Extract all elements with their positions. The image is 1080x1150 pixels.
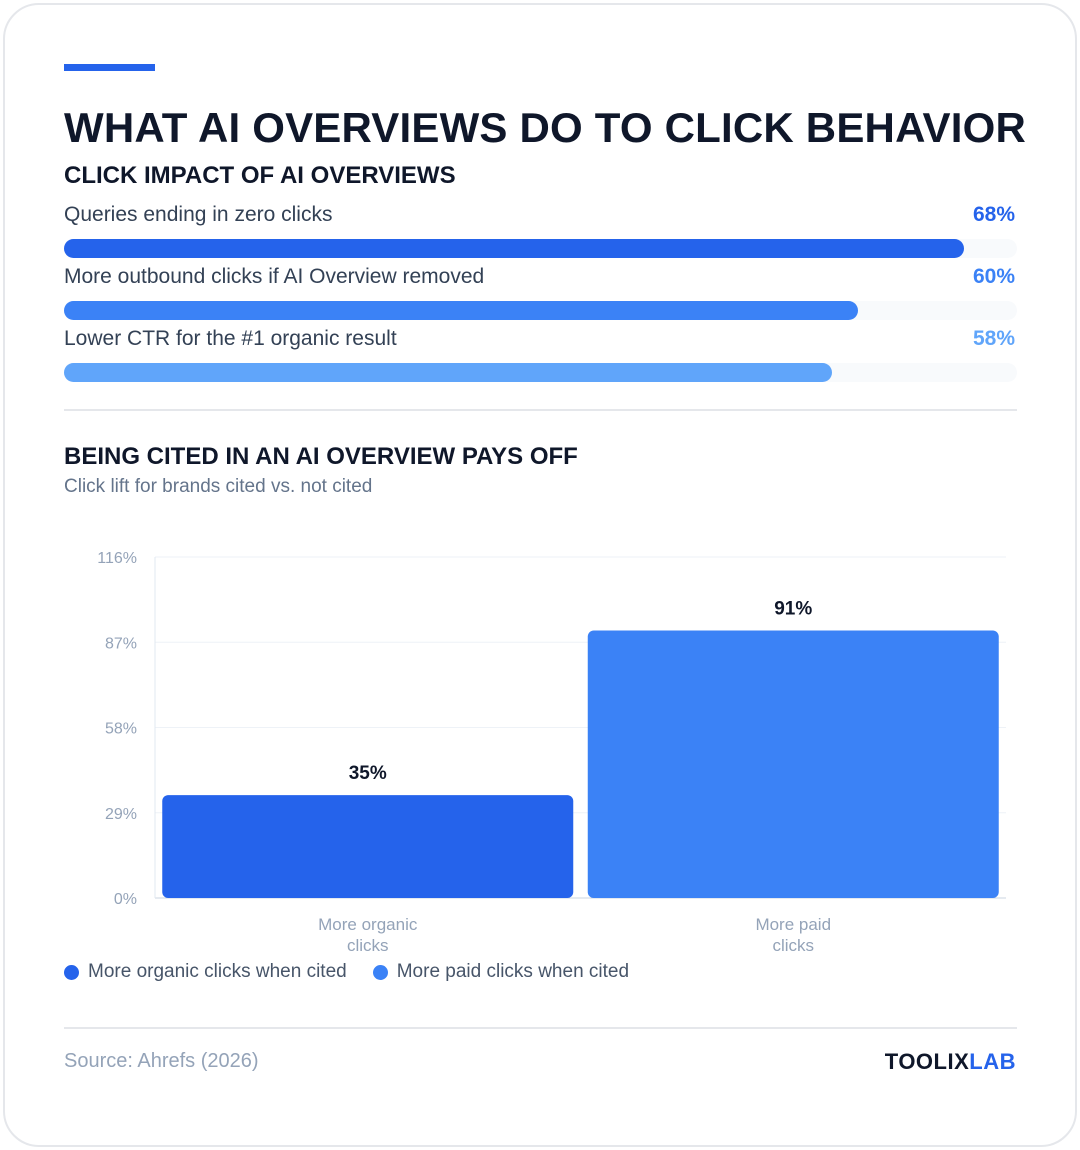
y-tick-label: 0% <box>114 891 137 908</box>
section-title-click-impact: CLICK IMPACT OF AI OVERVIEWS <box>64 162 456 189</box>
chart-labels: 35% More organic clicks 91% More paid clicks <box>318 598 831 955</box>
bar-value-label: 91% <box>774 598 812 619</box>
hbar-value: 68% <box>972 203 1015 226</box>
section-subtitle: Click lift for brands cited vs. not cite… <box>64 476 373 497</box>
y-tick-label: 29% <box>105 806 137 823</box>
hbar-track <box>64 363 1017 382</box>
source-note: Source: Ahrefs (2026) <box>64 1050 259 1072</box>
hbar-label: More outbound clicks if AI Overview remo… <box>64 265 485 288</box>
hbar-fill <box>64 363 832 382</box>
hbar-row: More outbound clicks if AI Overview remo… <box>64 265 1017 325</box>
chart-legend: More organic clicks when cited More paid… <box>64 960 655 984</box>
accent-rule <box>64 64 155 71</box>
brand-text-accent: LAB <box>969 1049 1016 1074</box>
legend-dot-organic <box>64 964 79 980</box>
x-category-label: More paid <box>755 915 831 934</box>
legend-item-organic: More organic clicks when cited <box>64 961 347 983</box>
legend-label: More paid clicks when cited <box>396 961 630 982</box>
hbar-value: 58% <box>972 327 1015 350</box>
hbar-fill <box>64 301 858 320</box>
x-category-label: clicks <box>347 936 389 955</box>
page-title: WHAT AI OVERVIEWS DO TO CLICK BEHAVIOR <box>64 104 1026 151</box>
legend-dot-paid <box>372 964 388 980</box>
section-title-cited: BEING CITED IN AN AI OVERVIEW PAYS OFF <box>64 443 578 470</box>
footer-divider <box>64 1027 1017 1029</box>
hbar-label: Lower CTR for the #1 organic result <box>64 327 397 350</box>
column-chart: 0% 29% 58% 87% 116% 35% More organic clicks 91%… <box>97 550 1006 955</box>
hbar-label: Queries ending in zero clicks <box>64 203 333 226</box>
infographic-card <box>3 3 1077 1147</box>
x-category-label: More organic <box>318 915 418 934</box>
bar-value-label: 35% <box>349 763 387 784</box>
hbar-value: 60% <box>972 265 1015 288</box>
chart-bar <box>162 795 574 898</box>
x-category-label: clicks <box>772 936 814 955</box>
hbar-row: Lower CTR for the #1 organic result 58% <box>64 327 1017 387</box>
legend-item-paid: More paid clicks when cited <box>372 961 630 983</box>
brand-text-primary: TOOLIX <box>884 1049 970 1074</box>
hbar-fill <box>64 239 964 258</box>
y-tick-label: 116% <box>97 550 137 567</box>
chart-bars <box>162 630 999 898</box>
brand-logo: TOOLIXLAB <box>885 1049 1016 1075</box>
hbar-track <box>64 239 1017 258</box>
chart-bar <box>587 630 999 898</box>
hbar-track <box>64 301 1017 320</box>
y-tick-label: 87% <box>105 635 137 652</box>
hbar-row: Queries ending in zero clicks 68% <box>64 203 1017 263</box>
y-tick-label: 58% <box>105 721 137 738</box>
y-axis-ticks: 0% 29% 58% 87% 116% <box>97 550 137 908</box>
legend-label: More organic clicks when cited <box>88 961 347 982</box>
section-divider <box>64 409 1017 411</box>
